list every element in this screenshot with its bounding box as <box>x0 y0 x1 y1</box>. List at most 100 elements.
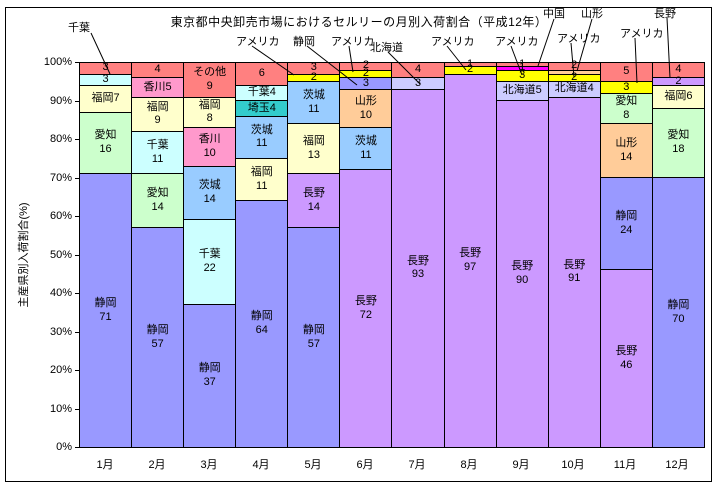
bar-column-7月: 4 3 長野 93 <box>392 63 445 447</box>
bar-column-9月: 1 1 3 北海道5 長野 90 <box>496 58 549 447</box>
chart-title: 東京都中央卸売市場におけるセルリーの月別入荷割合（平成12年） <box>170 15 548 29</box>
segment-福岡-12月: 福岡6 <box>652 86 704 110</box>
segment-愛知-11月: 愛知 8 <box>600 93 652 125</box>
segment-香川-3月: 香川 10 <box>184 128 236 167</box>
segment-千葉-4月: 千葉4 <box>236 86 288 102</box>
segment-千葉-2月: 千葉 11 <box>132 132 184 175</box>
segment-山形-11月: 山形 14 <box>600 124 652 179</box>
callout-label-アメリカ: アメリカ <box>620 28 664 40</box>
segment-label: 千葉 11 <box>146 138 169 165</box>
segment-アメリカ-9月: 3 <box>496 69 548 83</box>
segment-長野-9月: 長野 90 <box>496 101 548 447</box>
segment-label: 福岡 9 <box>146 100 169 127</box>
y-tick-mark <box>75 216 79 217</box>
y-tick-label-100%: 100% <box>43 56 72 68</box>
x-axis-label-6月: 6月 <box>356 459 374 471</box>
segment-label: 3 <box>414 76 422 89</box>
x-axis-label-2月: 2月 <box>148 459 166 471</box>
y-tick-label-90%: 90% <box>49 94 72 107</box>
segment-長野-6月: 長野 72 <box>340 170 392 447</box>
segment-その他-4月: 6 <box>236 63 288 87</box>
segment-label: 長野 72 <box>354 294 377 321</box>
segment-label: 長野 97 <box>459 246 482 273</box>
segment-山形-6月: 山形 10 <box>340 89 392 129</box>
y-tick-mark <box>75 331 79 333</box>
segment-label: 2 <box>467 63 474 76</box>
segment-その他-2月: 4 <box>132 63 184 79</box>
segment-福岡-1月: 福岡7 <box>80 86 132 113</box>
segment-その他-10月: 2 <box>548 59 600 71</box>
segment-静岡-1月: 静岡 71 <box>80 174 132 447</box>
segment-静岡-12月: 静岡 70 <box>652 178 704 447</box>
segment-その他-3月: その他 9 <box>184 63 236 98</box>
y-tick-label-0%: 0% <box>56 441 72 453</box>
x-axis-label-9月: 9月 <box>512 459 530 471</box>
segment-label: 愛知 8 <box>615 94 638 121</box>
segment-label: 茨城 11 <box>354 135 377 161</box>
segment-label: 3 <box>519 69 526 82</box>
segment-茨城-3月: 茨城 14 <box>184 166 236 221</box>
y-tick-label-70%: 70% <box>49 171 72 184</box>
segment-label: 3 <box>102 72 109 85</box>
x-axis-label-4月: 4月 <box>252 459 270 471</box>
segment-北海道-7月: 3 <box>392 76 444 90</box>
segment-静岡-5月: 静岡 57 <box>288 228 340 447</box>
segment-label: 静岡 57 <box>146 323 169 350</box>
segment-label: 愛知 18 <box>667 129 690 156</box>
x-axis-label-10月: 10月 <box>561 459 585 471</box>
bar-column-10月: 2 2 北海道4 長野 91 <box>548 59 601 447</box>
callout-label-千葉: 千葉 <box>68 22 90 34</box>
segment-長野-10月: 長野 91 <box>548 97 600 447</box>
segment-label: 静岡 37 <box>198 362 221 388</box>
segment-静岡-3月: 静岡 37 <box>184 304 236 447</box>
segment-静岡-4月: 静岡 64 <box>236 201 288 447</box>
segment-千葉-3月: 千葉 22 <box>184 220 236 305</box>
bar-column-1月: 3 3 福岡7 愛知 16 静岡 71 <box>80 61 133 447</box>
segment-label: 香川5 <box>143 80 172 93</box>
segment-アメリカ-6月: 2 <box>340 67 392 79</box>
segment-長野-8月: 長野 97 <box>444 74 496 447</box>
segment-label: 1 <box>467 57 474 70</box>
segment-静岡-2月: 静岡 57 <box>132 228 184 447</box>
callout-label-長野: 長野 <box>654 8 676 20</box>
callout-label-中国: 中国 <box>543 8 565 20</box>
y-tick-mark <box>75 370 79 371</box>
segment-label: 茨城 11 <box>302 89 325 115</box>
chart-border <box>5 7 712 482</box>
bar-column-6月: 2 2 3 山形 10 茨城 11 長野 72 <box>340 59 393 447</box>
segment-label: 北海道5 <box>502 84 542 97</box>
segment-label: 静岡 64 <box>250 310 273 337</box>
segment-アメリカ-8月: 2 <box>444 63 496 75</box>
segment-label: 愛知 14 <box>146 186 169 213</box>
segment-長野-5月: 長野 14 <box>288 174 340 229</box>
x-axis-label-1月: 1月 <box>96 459 114 471</box>
bar-column-4月: 6 千葉4 埼玉4 茨城 11 福岡 11 静岡 64 <box>236 63 289 447</box>
segment-label: 2 <box>362 59 369 72</box>
bar-column-11月: 5 3 愛知 8 山形 14 静岡 24 長野 46 <box>600 63 653 447</box>
y-tick-label-60%: 60% <box>49 210 72 222</box>
segment-長野-11月: 長野 46 <box>600 270 652 447</box>
segment-label: 千葉 22 <box>198 248 221 275</box>
segment-label: 長野 91 <box>563 258 586 285</box>
segment-茨城-5月: 茨城 11 <box>288 82 340 125</box>
callout-label-北海道: 北海道 <box>370 42 403 54</box>
segment-その他-11月: 5 <box>600 63 652 83</box>
segment-label: 4 <box>675 63 682 76</box>
callout-label-アメリカ: アメリカ <box>495 36 539 48</box>
segment-label: 静岡 71 <box>94 296 117 323</box>
y-tick-mark <box>75 408 79 410</box>
segment-label: 2 <box>310 70 317 83</box>
segment-福岡-5月: 福岡 13 <box>288 124 340 175</box>
segment-埼玉-4月: 埼玉4 <box>236 101 288 117</box>
segment-label: 長野 14 <box>302 186 325 213</box>
x-axis-label-12月: 12月 <box>665 459 689 471</box>
segment-label: 6 <box>258 67 265 80</box>
segment-label: 長野 46 <box>615 344 638 371</box>
x-axis-label-5月: 5月 <box>304 459 322 471</box>
segment-label: 福岡 13 <box>302 135 325 161</box>
segment-label: 茨城 11 <box>250 123 273 150</box>
segment-その他-6月: 2 <box>340 59 392 71</box>
x-axis-label-11月: 11月 <box>613 459 637 471</box>
y-tick-mark <box>75 254 79 256</box>
